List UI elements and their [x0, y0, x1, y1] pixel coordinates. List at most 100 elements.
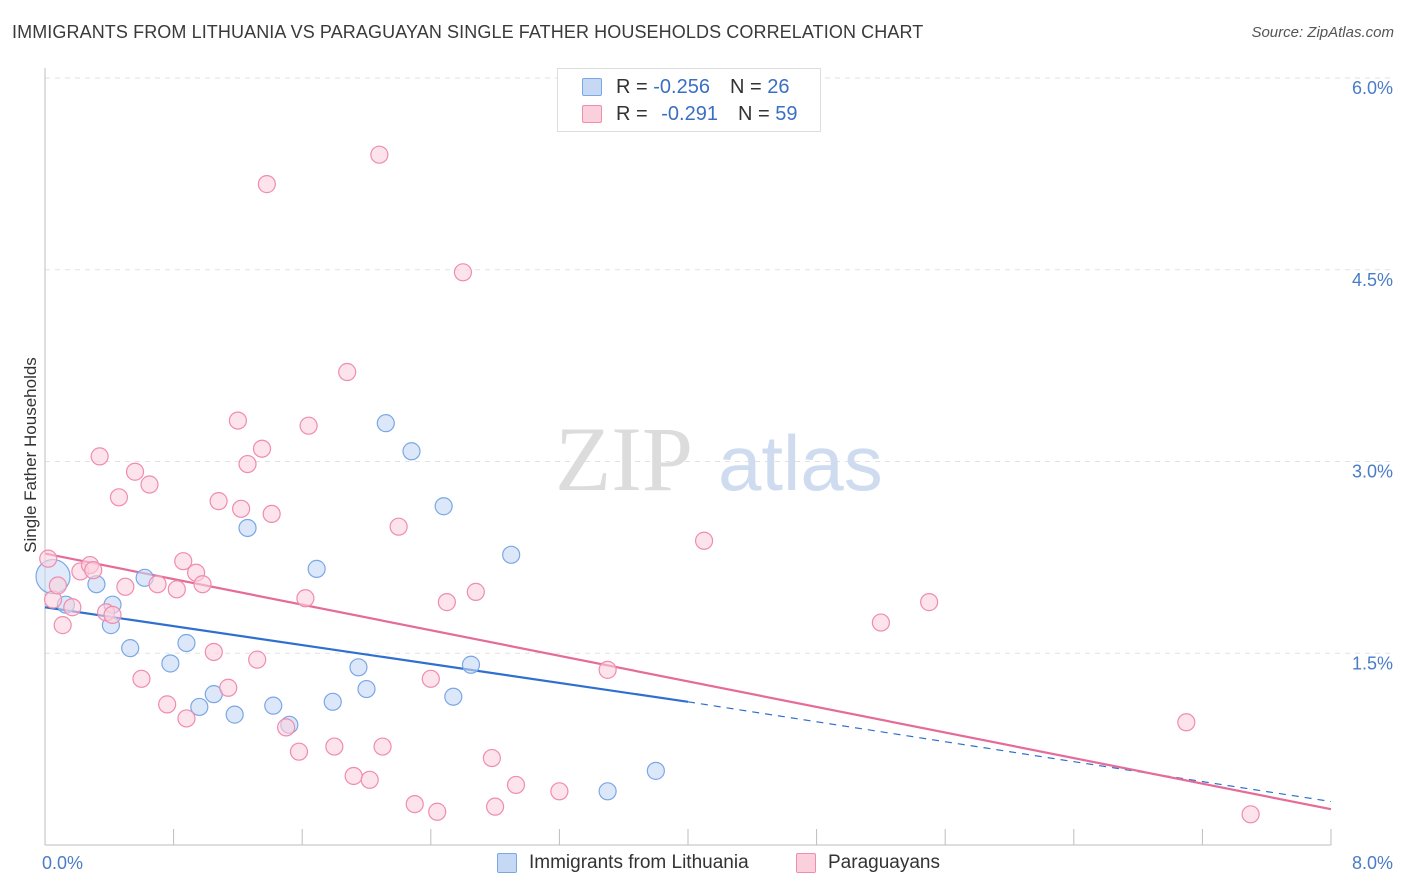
- point-paraguayans: [140, 475, 159, 494]
- point-lithuania: [402, 442, 421, 461]
- bottom-legend-lithuania: Immigrants from Lithuania: [497, 852, 749, 874]
- point-lithuania: [461, 655, 481, 674]
- legend-swatch-lithuania: [582, 78, 602, 96]
- point-paraguayans: [252, 439, 272, 458]
- point-paraguayans: [177, 709, 196, 728]
- grid-lines: [45, 77, 1392, 654]
- y-tick-label: 4.5%: [1352, 270, 1393, 290]
- point-lithuania: [434, 497, 453, 516]
- point-paraguayans: [1241, 805, 1260, 824]
- legend-n-value: 26: [767, 75, 790, 98]
- trend-line-lithuania: [44, 606, 689, 703]
- point-paraguayans: [228, 411, 247, 430]
- point-lithuania: [349, 658, 368, 677]
- legend-n-value: 59: [775, 102, 798, 125]
- point-paraguayans: [289, 742, 309, 761]
- point-paraguayans: [132, 669, 151, 688]
- point-paraguayans: [421, 669, 440, 688]
- bottom-legend-label-lithuania: Immigrants from Lithuania: [529, 852, 749, 873]
- point-paraguayans: [277, 718, 296, 737]
- legend-r-value: -0.256: [653, 75, 710, 98]
- point-paraguayans: [262, 504, 281, 524]
- point-lithuania: [190, 697, 209, 717]
- legend-r-label: R =: [616, 75, 654, 98]
- point-lithuania: [376, 414, 395, 433]
- y-tick-label: 1.5%: [1352, 653, 1393, 673]
- point-paraguayans: [1177, 713, 1196, 732]
- legend-swatch-paraguayans: [582, 105, 602, 123]
- point-paraguayans: [248, 650, 267, 669]
- point-paraguayans: [486, 797, 505, 816]
- point-lithuania: [307, 559, 326, 578]
- point-paraguayans: [125, 462, 145, 481]
- legend-r-label: R =: [616, 102, 654, 125]
- point-lithuania: [502, 545, 521, 564]
- point-paraguayans: [84, 561, 103, 580]
- point-lithuania: [177, 633, 196, 653]
- point-paraguayans: [428, 802, 447, 821]
- point-lithuania: [444, 687, 463, 706]
- point-paraguayans: [174, 552, 193, 571]
- point-paraguayans: [219, 678, 238, 697]
- point-paraguayans: [344, 766, 363, 786]
- point-paraguayans: [158, 695, 177, 714]
- point-paraguayans: [405, 794, 424, 814]
- legend-row-paraguayans: R = -0.291 N = 59: [582, 101, 797, 127]
- point-paraguayans: [360, 770, 379, 789]
- point-paraguayans: [466, 582, 485, 601]
- point-paraguayans: [871, 613, 891, 632]
- trend-line-lithuania-extension: [687, 701, 1332, 803]
- point-paraguayans: [109, 488, 129, 507]
- x-tick-label: 8.0%: [1352, 853, 1393, 873]
- point-paraguayans: [338, 362, 357, 382]
- point-paraguayans: [116, 577, 135, 596]
- point-paraguayans: [90, 447, 109, 466]
- point-lithuania: [264, 696, 283, 715]
- point-lithuania: [225, 705, 244, 724]
- point-paraguayans: [506, 775, 526, 795]
- legend-row-lithuania: R = -0.256 N = 26: [582, 74, 789, 100]
- y-axis-label: Single Father Households: [21, 357, 40, 553]
- bottom-legend-paraguayans: Paraguayans: [796, 852, 940, 874]
- watermark-zip: ZIP: [555, 408, 693, 510]
- source-label: Source: ZipAtlas.com: [1251, 24, 1394, 41]
- point-lithuania: [646, 761, 665, 780]
- point-paraguayans: [103, 605, 122, 625]
- x-tick-label: 0.0%: [42, 853, 83, 873]
- point-paraguayans: [193, 575, 212, 594]
- bottom-legend-swatch-paraguayans: [796, 853, 816, 873]
- point-paraguayans: [48, 576, 67, 595]
- point-paraguayans: [694, 531, 714, 550]
- axes: [44, 68, 1332, 846]
- point-paraguayans: [39, 549, 58, 568]
- bottom-legend-swatch-lithuania: [497, 853, 517, 873]
- data-points: [35, 145, 1260, 824]
- point-paraguayans: [920, 593, 939, 612]
- point-paraguayans: [482, 748, 501, 768]
- point-paraguayans: [238, 454, 257, 474]
- legend-r-value: -0.291: [661, 102, 718, 125]
- point-paraguayans: [389, 517, 408, 536]
- point-paraguayans: [167, 580, 186, 599]
- bottom-legend-label-paraguayans: Paraguayans: [828, 852, 940, 873]
- point-paraguayans: [232, 499, 251, 518]
- y-tick-label: 6.0%: [1352, 78, 1393, 98]
- y-tick-label: 3.0%: [1352, 462, 1393, 482]
- tick-labels: 1.5% 3.0% 4.5% 6.0% 0.0% 8.0%: [42, 78, 1393, 873]
- point-lithuania: [238, 518, 257, 538]
- point-paraguayans: [148, 575, 167, 594]
- point-paraguayans: [550, 782, 569, 801]
- point-lithuania: [121, 639, 140, 658]
- watermark-atlas: atlas: [718, 419, 883, 507]
- chart-title: IMMIGRANTS FROM LITHUANIA VS PARAGUAYAN …: [12, 22, 924, 42]
- point-paraguayans: [325, 737, 344, 756]
- trend-lines: [44, 552, 1332, 811]
- trend-line-paraguayans: [44, 552, 1332, 811]
- stats-legend: R = -0.256 N = 26 R = -0.291 N = 59: [557, 68, 821, 132]
- legend-n-label: N =: [729, 75, 768, 98]
- point-paraguayans: [299, 416, 318, 435]
- point-paraguayans: [453, 263, 473, 282]
- point-lithuania: [161, 654, 180, 673]
- point-paraguayans: [370, 145, 389, 164]
